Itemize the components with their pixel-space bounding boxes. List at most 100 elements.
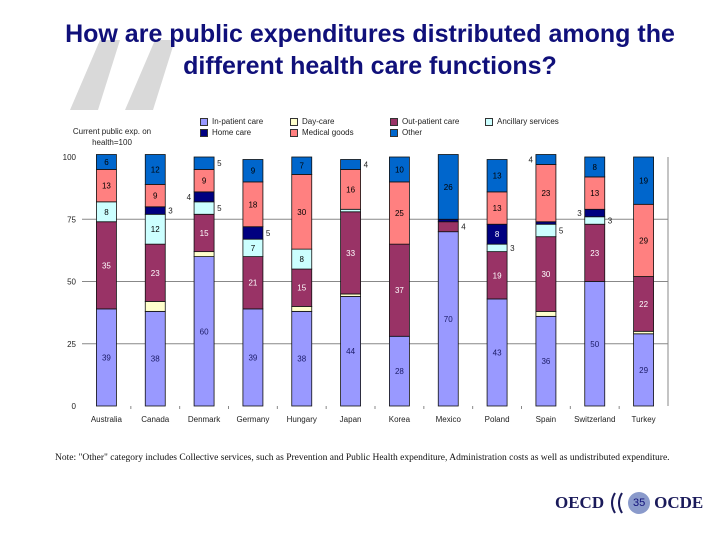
data-label: 30 [297,208,306,217]
bar-segment [437,221,459,233]
quote-mark-icon [70,40,175,110]
data-label: 13 [102,182,111,191]
data-label: 5 [266,229,271,238]
bar-segment [242,226,264,240]
data-label: 35 [102,261,111,270]
data-label: 15 [200,229,209,238]
data-label: 23 [541,189,550,198]
x-tick-label: Spain [536,415,556,424]
logo-text-left: OECD [555,493,605,512]
legend-swatch [290,128,298,137]
bar-segment [193,201,215,215]
data-label: 4 [364,160,369,169]
x-tick-label: Korea [389,415,411,424]
legend-swatch [390,117,398,126]
bar-segment [486,243,508,253]
legend-swatch [485,117,493,126]
data-label: 26 [444,183,453,192]
data-label: 44 [346,347,355,356]
data-label: 13 [493,172,502,181]
data-label: 3 [608,216,613,225]
bar-segment [144,301,166,312]
x-tick-label: Canada [141,415,170,424]
data-label: 4 [461,223,466,232]
y-tick-label: 0 [72,402,77,411]
data-label: 13 [493,204,502,213]
data-label: 29 [639,236,648,245]
data-label: 5 [559,226,564,235]
data-label: 8 [495,230,500,239]
legend-item: Medical goods [290,128,354,137]
y-tick-label: 75 [67,215,76,224]
data-label: 5 [217,204,222,213]
bar-segment [96,154,117,170]
x-tick-label: Turkey [632,415,656,424]
data-label: 8 [593,163,598,172]
x-tick-label: Denmark [188,415,221,424]
data-label: 33 [346,249,355,258]
data-label: 19 [493,271,502,280]
x-tick-label: Germany [236,415,269,424]
data-label: 4 [187,193,192,202]
data-label: 23 [590,249,599,258]
data-label: 7 [300,162,305,171]
data-label: 9 [153,192,158,201]
legend-label: Medical goods [302,128,354,137]
page-number: 35 [628,492,651,514]
data-label: 7 [251,244,256,253]
data-label: 6 [104,158,109,167]
data-label: 12 [151,165,160,174]
logo-brace-icon [611,492,623,514]
data-label: 5 [217,159,222,168]
y-axis-label: Current public exp. on health=100 [72,127,152,147]
legend-label: Home care [212,128,252,137]
legend-swatch [390,128,398,137]
x-tick-label: Mexico [436,415,462,424]
bar-segment [535,223,557,238]
data-label: 28 [395,367,404,376]
data-label: 50 [590,340,599,349]
oecd-logo: OECD 35 OCDE [555,492,703,514]
data-label: 18 [248,200,257,209]
legend-label: Other [402,128,423,137]
data-label: 38 [297,355,306,364]
data-label: 8 [104,208,109,217]
bar-segment [144,154,166,185]
page-title: How are public expenditures distributed … [65,20,675,80]
bar-segment [389,156,410,183]
logo-text-right: OCDE [654,493,704,512]
bar-segment [291,156,313,175]
bar-segment [535,154,557,165]
data-label: 9 [202,177,207,186]
bar-segment [193,156,215,170]
data-label: 9 [251,167,256,176]
x-tick-label: Japan [340,415,362,424]
data-label: 10 [395,165,404,174]
data-label: 8 [300,255,305,264]
bar-segment [193,251,215,257]
legend-swatch [200,117,208,126]
bar-segment [633,156,654,205]
data-label: 3 [168,207,173,216]
bar-segment [193,191,215,203]
legend-label: Ancillary services [497,117,559,126]
data-label: 30 [541,270,550,279]
legend-item: Home care [200,128,251,137]
data-label: 38 [151,355,160,364]
legend-item: Ancillary services [485,117,559,126]
y-tick-label: 100 [63,153,77,162]
bar-segment [291,305,313,312]
bar-segment [242,159,264,183]
bar-segment [340,159,361,170]
x-tick-label: Poland [485,415,510,424]
data-label: 3 [510,244,515,253]
legend-swatch [290,117,298,126]
data-label: 29 [639,366,648,375]
data-label: 21 [248,279,257,288]
data-label: 25 [395,209,404,218]
x-tick-label: Hungary [287,415,317,424]
bar-segment [584,156,606,178]
legend-item: Day-care [290,117,334,126]
legend-label: Out-patient care [402,117,460,126]
data-label: 12 [151,225,160,234]
